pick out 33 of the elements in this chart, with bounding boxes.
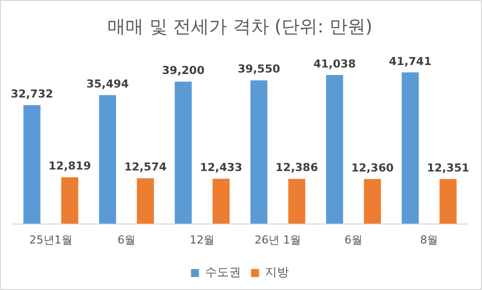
data-label: 12,351 xyxy=(426,161,470,174)
data-label: 12,360 xyxy=(351,161,394,174)
bar xyxy=(402,72,419,224)
bar xyxy=(61,177,78,224)
x-tick-label: 26년 1월 xyxy=(254,233,302,246)
data-label: 12,386 xyxy=(276,161,318,174)
legend-label: 수도권 xyxy=(205,265,241,280)
data-label: 39,200 xyxy=(162,64,205,77)
data-label: 12,819 xyxy=(48,160,91,173)
bar xyxy=(136,178,154,224)
x-tick-label: 25년1월 xyxy=(29,233,72,246)
x-tick-label: 8월 xyxy=(420,233,438,246)
x-tick-label: 6월 xyxy=(118,233,136,246)
data-label: 12,433 xyxy=(200,161,242,174)
data-label: 39,550 xyxy=(238,62,280,76)
data-label: 35,494 xyxy=(86,77,130,90)
data-label: 41,741 xyxy=(389,54,432,68)
data-label: 41,038 xyxy=(313,57,356,70)
legend-label: 지방 xyxy=(265,265,289,280)
data-label: 12,574 xyxy=(124,160,167,174)
x-tick-label: 12월 xyxy=(190,233,215,246)
chart-title: 매매 및 전세가 격차 (단위: 만원) xyxy=(108,16,372,38)
bar xyxy=(23,105,40,224)
bar xyxy=(212,178,230,224)
bar xyxy=(288,178,306,224)
bar xyxy=(440,179,457,224)
bar xyxy=(326,74,344,224)
x-tick-label: 6월 xyxy=(344,233,362,246)
bar xyxy=(174,82,192,224)
bar xyxy=(364,178,381,224)
data-label: 32,732 xyxy=(10,87,54,100)
bar xyxy=(250,80,268,224)
bar xyxy=(99,95,116,224)
